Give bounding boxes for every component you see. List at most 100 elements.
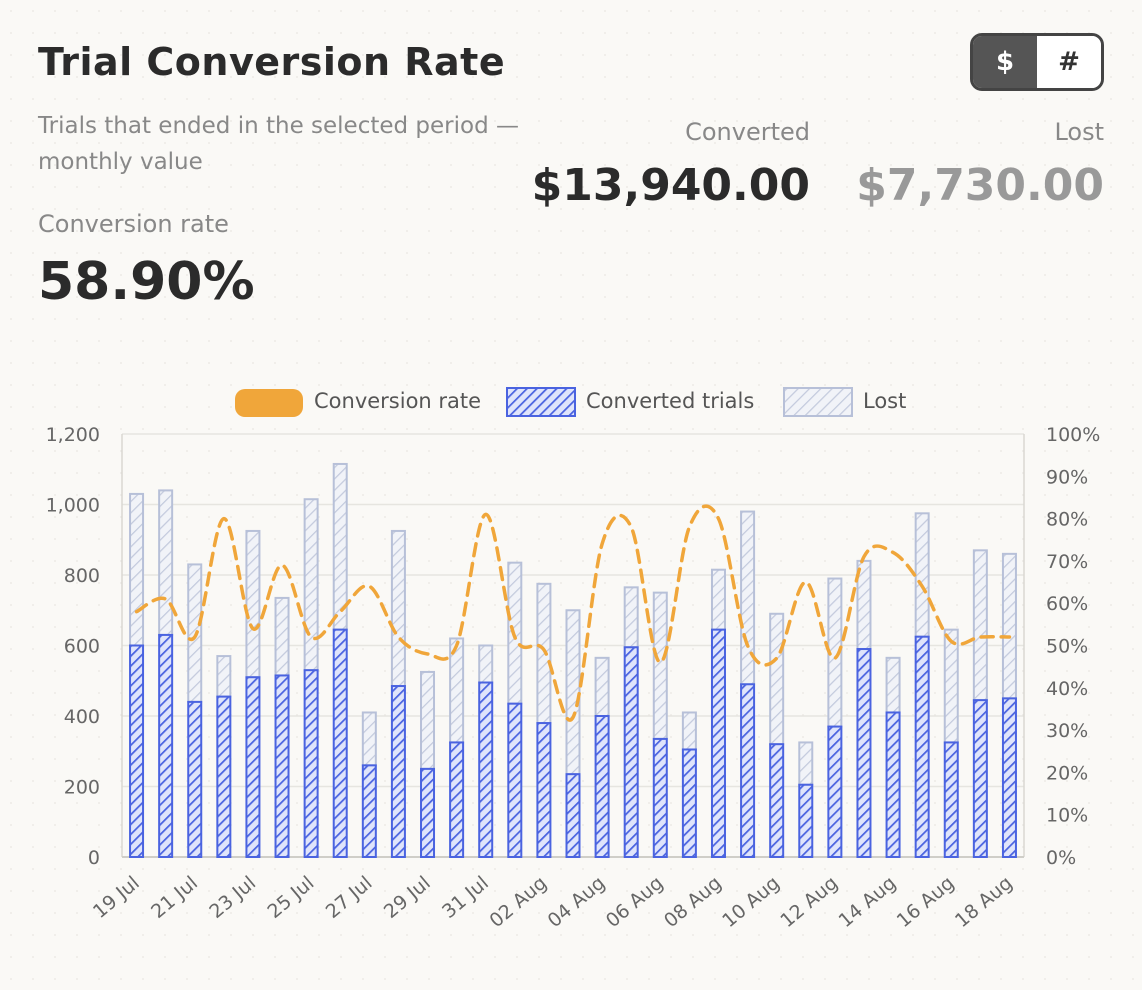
bar-converted xyxy=(943,741,959,858)
bar-converted xyxy=(710,628,726,859)
y-right-tick-label: 100% xyxy=(1046,424,1100,446)
lost-label: Lost xyxy=(1054,118,1104,146)
x-tick-label: 16 Aug xyxy=(893,872,959,932)
x-tick-label: 10 Aug xyxy=(718,872,784,932)
bar-lost xyxy=(536,582,552,725)
x-tick-label: 27 Jul xyxy=(322,872,377,923)
bar-lost xyxy=(129,492,145,647)
bar-converted xyxy=(885,711,901,858)
y-left-tick-label: 0 xyxy=(88,847,100,869)
y-right-tick-label: 50% xyxy=(1046,636,1088,658)
bar-lost xyxy=(623,586,639,649)
bar-converted xyxy=(361,764,377,859)
y-left-tick-label: 200 xyxy=(64,777,100,799)
count-toggle-button[interactable]: # xyxy=(1037,36,1101,88)
bar-converted xyxy=(652,737,668,859)
bar-lost xyxy=(245,529,261,679)
y-left-tick-label: 1,000 xyxy=(46,495,100,517)
bar-lost xyxy=(478,644,494,684)
bar-lost xyxy=(885,656,901,714)
y-right-tick-label: 30% xyxy=(1046,720,1088,742)
bar-lost xyxy=(681,711,697,751)
bar-lost xyxy=(769,612,785,746)
x-tick-label: 29 Jul xyxy=(380,872,435,923)
bar-converted xyxy=(129,644,145,858)
y-right-tick-label: 90% xyxy=(1046,466,1088,488)
bar-converted xyxy=(914,635,930,858)
y-left-tick-label: 600 xyxy=(64,636,100,658)
x-tick-label: 02 Aug xyxy=(485,872,551,932)
legend-label-conversion-rate: Conversion rate xyxy=(314,389,481,413)
bar-converted xyxy=(216,695,232,858)
page-subtitle: Trials that ended in the selected period… xyxy=(38,113,520,175)
x-tick-label: 08 Aug xyxy=(660,872,726,932)
bar-converted xyxy=(827,725,843,859)
bar-converted xyxy=(681,748,697,858)
bar-lost xyxy=(158,489,174,636)
bar-converted xyxy=(594,715,610,858)
bar-converted xyxy=(565,773,581,859)
bar-lost xyxy=(914,512,930,638)
y-right-tick-label: 20% xyxy=(1046,762,1088,784)
y-right-tick-label: 10% xyxy=(1046,805,1088,827)
bar-lost xyxy=(740,510,756,686)
lost-value: $7,730.00 xyxy=(856,160,1104,211)
y-right-tick-label: 0% xyxy=(1046,847,1076,869)
conversion-chart: 0 200 400 600 800 1,000 1,200 0% 10% 20% 30% 40% 50%… xyxy=(46,387,1100,932)
converted-label: Converted xyxy=(685,118,810,146)
bar-lost xyxy=(187,563,203,703)
bar-converted xyxy=(245,676,261,858)
currency-toggle-button[interactable]: $ xyxy=(973,36,1037,88)
unit-toggle: $ # xyxy=(970,33,1104,91)
x-tick-label: 23 Jul xyxy=(205,872,260,923)
bar-lost xyxy=(594,656,610,717)
bar-converted xyxy=(187,700,203,858)
bar-lost xyxy=(303,498,319,672)
x-tick-label: 04 Aug xyxy=(544,872,610,932)
bar-lost xyxy=(798,741,814,786)
converted-value: $13,940.00 xyxy=(531,160,810,211)
conversion-rate-label: Conversion rate xyxy=(38,210,229,238)
x-tick-label: 12 Aug xyxy=(776,872,842,932)
bar-converted xyxy=(303,669,319,858)
bar-converted xyxy=(449,741,465,858)
bar-lost xyxy=(710,568,726,631)
y-right-tick-label: 70% xyxy=(1046,551,1088,573)
y-left-tick-label: 1,200 xyxy=(46,424,100,446)
bar-lost xyxy=(274,596,290,677)
x-tick-label: 06 Aug xyxy=(602,872,668,932)
legend-label-converted: Converted trials xyxy=(586,389,754,413)
bar-lost xyxy=(216,655,232,698)
bar-lost xyxy=(361,711,377,767)
bar-converted xyxy=(798,783,814,858)
conversion-rate-value: 58.90% xyxy=(38,252,255,312)
bar-converted xyxy=(972,699,988,859)
bar-converted xyxy=(158,633,174,858)
bar-lost xyxy=(972,549,988,702)
legend-swatch-converted xyxy=(506,387,576,417)
bar-lost xyxy=(565,609,581,776)
bar-converted xyxy=(856,648,872,858)
bar-converted xyxy=(623,646,639,859)
y-right-tick-label: 80% xyxy=(1046,509,1088,531)
y-left-tick-label: 400 xyxy=(64,706,100,728)
bar-lost xyxy=(1001,552,1017,700)
bar-converted xyxy=(740,683,756,858)
x-tick-label: 25 Jul xyxy=(263,872,318,923)
y-right-tick-label: 40% xyxy=(1046,678,1088,700)
bar-converted xyxy=(507,702,523,858)
legend-swatch-lost xyxy=(783,387,853,417)
bar-lost xyxy=(449,637,465,744)
x-tick-label: 14 Aug xyxy=(835,872,901,932)
bar-converted xyxy=(1001,697,1017,858)
legend-swatch-conversion-rate xyxy=(235,389,303,417)
bar-converted xyxy=(420,767,436,858)
bar-converted xyxy=(478,681,494,859)
x-tick-label: 21 Jul xyxy=(147,872,202,923)
page-title: Trial Conversion Rate xyxy=(38,40,506,84)
bar-lost xyxy=(420,670,436,770)
bar-converted xyxy=(769,743,785,859)
bar-converted xyxy=(332,628,348,859)
bar-lost xyxy=(943,628,959,744)
bar-lost xyxy=(652,591,668,740)
